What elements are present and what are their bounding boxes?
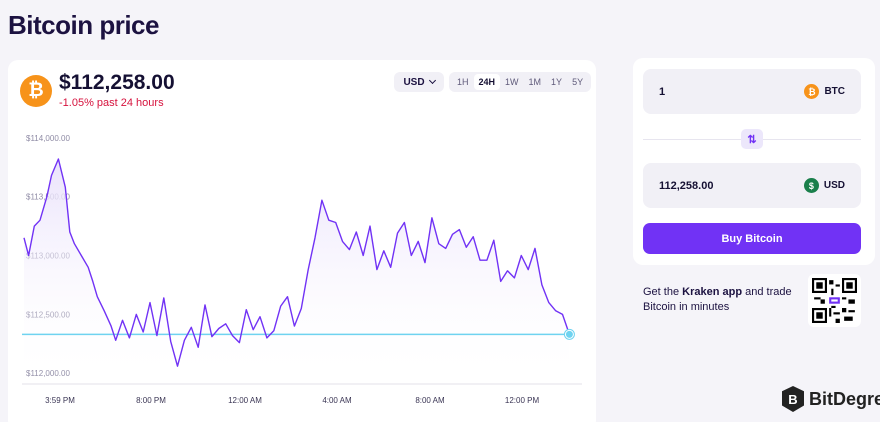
range-tab-1w[interactable]: 1W (505, 77, 519, 87)
x-tick-label: 3:59 PM (45, 396, 75, 405)
price-change: -1.05% past 24 hours (59, 97, 164, 109)
y-tick-label: $114,000.00 (26, 134, 70, 143)
crypto-asset-label: BTC (824, 86, 845, 97)
x-tick-label: 8:00 AM (415, 396, 445, 405)
range-tab-5y[interactable]: 5Y (572, 77, 584, 87)
x-tick-label: 8:00 PM (136, 396, 166, 405)
swap-button[interactable]: ⇅ (741, 129, 763, 149)
current-price-dot (565, 330, 573, 338)
promo-app-name[interactable]: Kraken app (682, 286, 743, 298)
crypto-amount-value: 1 (659, 85, 666, 98)
price-area-fill (24, 159, 570, 385)
promo-suffix: and trade Bitcoin in minutes (643, 286, 792, 313)
range-tab-1y[interactable]: 1Y (551, 77, 563, 87)
currency-select[interactable]: USD (394, 72, 444, 92)
currency-select-label: USD (403, 76, 425, 88)
price-chart-card: ₿ $112,258.00 -1.05% past 24 hours USD 1… (8, 60, 596, 422)
fiat-asset: $ USD (803, 178, 845, 193)
buy-bitcoin-button[interactable]: Buy Bitcoin (643, 223, 861, 254)
range-tab-1h[interactable]: 1H (457, 77, 469, 87)
time-range-tabs: 1H 24H 1W 1M 1Y 5Y (449, 72, 592, 92)
fiat-amount-value: 112,258.00 (659, 179, 714, 192)
bitdegree-watermark: B BitDegree (782, 386, 880, 412)
page-title: Bitcoin price (8, 10, 159, 40)
current-price: $112,258.00 (59, 71, 175, 94)
swap-icon: ⇅ (747, 133, 757, 146)
fiat-asset-label: USD (823, 180, 845, 191)
price-line (23, 158, 571, 367)
x-tick-label: 12:00 AM (228, 396, 262, 405)
x-tick-label: 4:00 AM (322, 396, 352, 405)
app-promo: Get the Kraken app and trade Bitcoin in … (643, 285, 803, 315)
price-chart[interactable]: $114,000.00$113,500.00$113,000.00$112,50… (8, 60, 596, 422)
converter-card: 1 ₿ BTC ⇅ 112,258.00 $ USD Buy Bitcoin (633, 58, 875, 265)
bitdegree-logo-icon: B (782, 386, 804, 412)
range-tab-24h[interactable]: 24H (473, 74, 501, 90)
qr-code-image (812, 278, 857, 323)
fiat-amount-field[interactable]: 112,258.00 $ USD (643, 163, 861, 208)
crypto-amount-field[interactable]: 1 ₿ BTC (643, 69, 861, 114)
x-tick-label: 12:00 PM (505, 396, 540, 405)
watermark-text: BitDegree (809, 388, 880, 409)
range-tab-1m[interactable]: 1M (528, 77, 542, 87)
promo-prefix: Get the (643, 286, 683, 298)
bitcoin-icon: ₿ (20, 75, 52, 107)
dollar-icon: $ (803, 178, 819, 193)
bitcoin-icon: ₿ (804, 84, 820, 99)
qr-code[interactable] (808, 274, 861, 327)
crypto-asset: ₿ BTC (804, 84, 845, 99)
